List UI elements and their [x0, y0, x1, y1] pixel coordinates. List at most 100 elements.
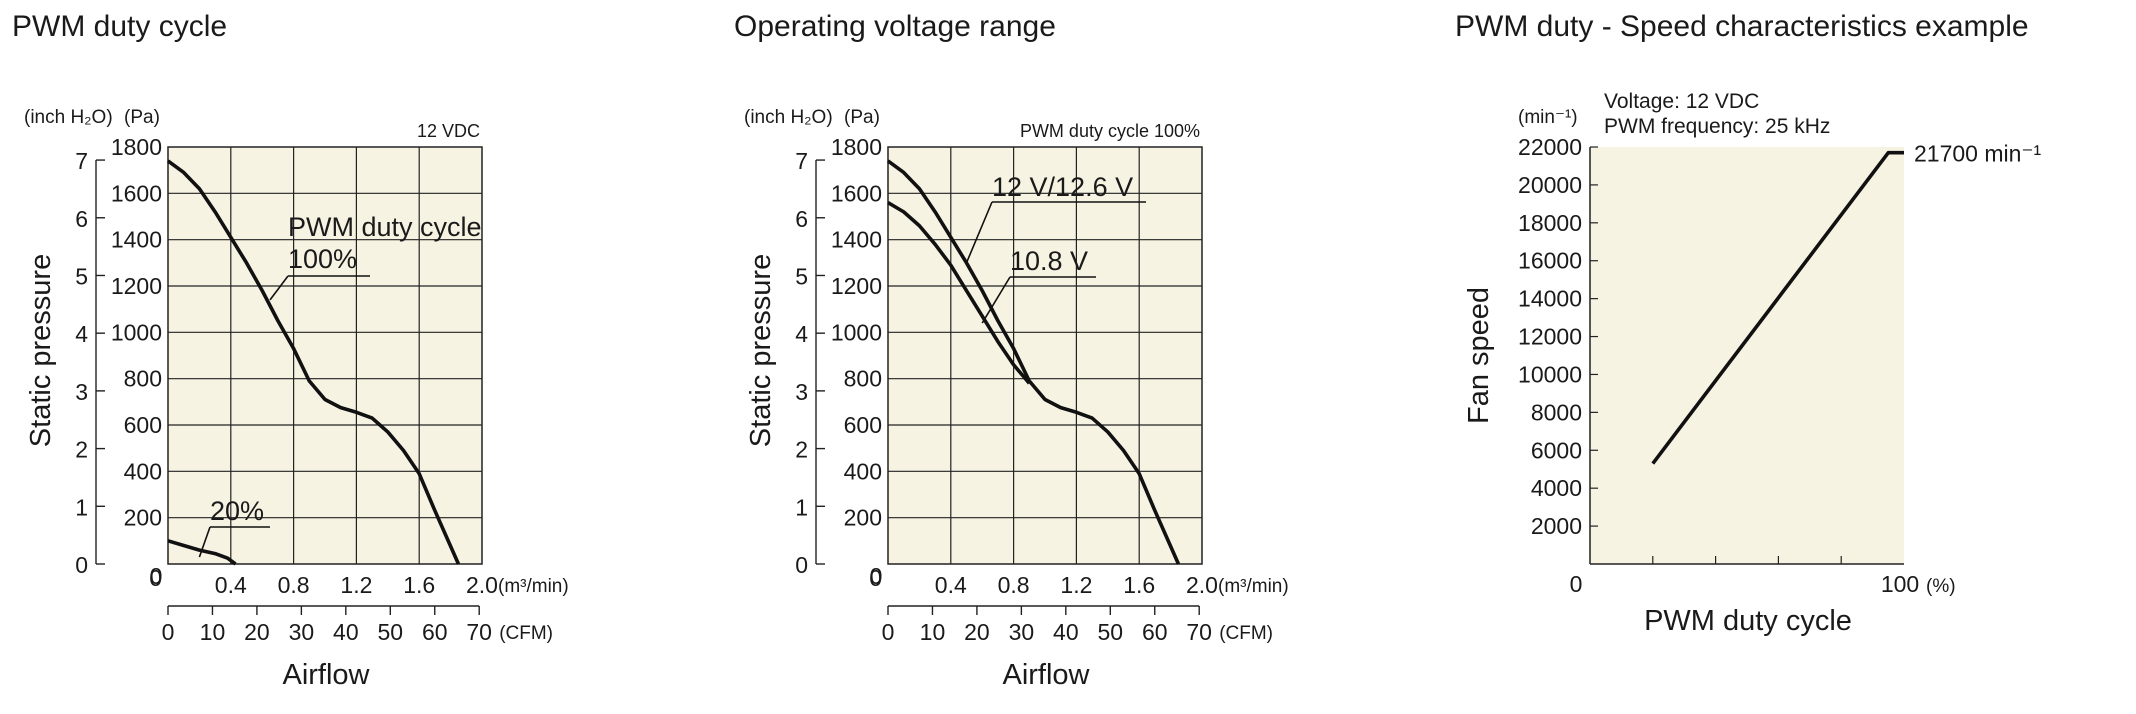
y2-tick-label: 1 — [795, 494, 808, 520]
x2-tick-label: 70 — [466, 619, 492, 645]
x-tick-label: 100 — [1881, 571, 1919, 597]
y-tick-label: 1200 — [831, 273, 882, 299]
y-axis-title: Fan speed — [1463, 287, 1495, 424]
y-tick-label: 12000 — [1518, 324, 1582, 350]
x2-tick-label: 50 — [377, 619, 403, 645]
y-tick-label: 1800 — [831, 134, 882, 160]
y2-tick-label: 6 — [75, 206, 88, 232]
panel-title-operating-voltage-range: Operating voltage range — [734, 10, 1056, 43]
x-tick-label: 1.2 — [340, 572, 372, 598]
y-tick-label: 22000 — [1518, 134, 1582, 160]
y2-tick-label: 0 — [795, 552, 808, 578]
y2-tick-label: 1 — [75, 494, 88, 520]
y-tick-label: 14000 — [1518, 286, 1582, 312]
y2-tick-label: 0 — [75, 552, 88, 578]
chart-0: 2004006008001000120014001600180000123456… — [24, 107, 569, 691]
x-tick-label: 0.8 — [278, 572, 310, 598]
x-tick-label: 0 — [870, 563, 883, 589]
y-tick-label: 4000 — [1531, 475, 1582, 501]
y-tick-label: 1000 — [111, 319, 162, 345]
chart-annotation: Voltage: 12 VDC — [1604, 90, 1759, 113]
y2-tick-label: 3 — [75, 379, 88, 405]
series-label: 20% — [210, 496, 264, 526]
y-tick-label: 1000 — [831, 319, 882, 345]
y2-unit-label: (inch H₂O) — [744, 107, 833, 128]
y-tick-label: 2000 — [1531, 513, 1582, 539]
y-tick-label: 200 — [844, 505, 882, 531]
x2-tick-label: 10 — [200, 619, 226, 645]
chart-annotation: PWM frequency: 25 kHz — [1604, 115, 1830, 138]
y-tick-label: 400 — [124, 458, 162, 484]
y2-tick-label: 7 — [75, 148, 88, 174]
plot-frame — [167, 146, 483, 565]
x-axis-title: PWM duty cycle — [1644, 605, 1852, 637]
y2-tick-label: 2 — [75, 437, 88, 463]
x-tick-label: 2.0 — [1186, 572, 1218, 598]
x-tick-label: 0 — [1570, 571, 1583, 597]
x2-tick-label: 0 — [882, 619, 895, 645]
y2-tick-label: 6 — [795, 206, 808, 232]
x2-tick-label: 20 — [964, 619, 990, 645]
y-tick-label: 18000 — [1518, 210, 1582, 236]
x2-tick-label: 70 — [1186, 619, 1212, 645]
x-tick-label: 0 — [150, 563, 163, 589]
chart-note: PWM duty cycle 100% — [1020, 121, 1200, 141]
series-label: 12 V/12.6 V — [992, 172, 1133, 202]
plot-area — [1590, 147, 1904, 564]
y2-tick-label: 7 — [795, 148, 808, 174]
y2-tick-label: 3 — [795, 379, 808, 405]
y-tick-label: 1200 — [111, 273, 162, 299]
end-value-label: 21700 min⁻¹ — [1914, 141, 2042, 167]
x-tick-label: 0.8 — [998, 572, 1030, 598]
y-tick-label: 800 — [124, 366, 162, 392]
x2-unit-label: (CFM) — [1219, 623, 1273, 644]
y-tick-label: 10000 — [1518, 361, 1582, 387]
y2-tick-label: 2 — [795, 437, 808, 463]
x-unit-label: (m³/min) — [498, 576, 569, 597]
x2-tick-label: 20 — [244, 619, 270, 645]
series-label: PWM duty cycle — [288, 212, 482, 242]
y-tick-label: 0 — [869, 565, 882, 591]
callout-leader — [965, 201, 993, 264]
series-label: 10.8 V — [1010, 246, 1088, 276]
chart-1: 2004006008001000120014001600180000123456… — [744, 107, 1289, 691]
x2-tick-label: 10 — [920, 619, 946, 645]
y-unit-label: (Pa) — [844, 107, 880, 128]
x-tick-label: 2.0 — [466, 572, 498, 598]
panel-title-pwm-duty-cycle: PWM duty cycle — [12, 10, 228, 43]
plot-frame — [887, 146, 1203, 565]
y-tick-label: 20000 — [1518, 172, 1582, 198]
y2-tick-label: 5 — [75, 263, 88, 289]
x2-tick-label: 30 — [289, 619, 315, 645]
y-tick-label: 1800 — [111, 134, 162, 160]
y-tick-label: 400 — [844, 458, 882, 484]
y2-tick-label: 4 — [75, 321, 88, 347]
series-line — [887, 201, 1031, 385]
y-tick-label: 6000 — [1531, 437, 1582, 463]
x-tick-label: 0.4 — [935, 572, 967, 598]
x2-tick-label: 40 — [1053, 619, 1079, 645]
chart-note: 12 VDC — [417, 121, 480, 141]
callout-leader — [269, 275, 289, 301]
x-tick-label: 0.4 — [215, 572, 247, 598]
y-tick-label: 1600 — [111, 180, 162, 206]
y-axis-title: Static pressure — [745, 254, 777, 447]
x-axis-title: Airflow — [282, 659, 370, 691]
y-tick-label: 600 — [124, 412, 162, 438]
series-line — [166, 159, 461, 565]
series-label: 100% — [288, 244, 357, 274]
x2-tick-label: 30 — [1009, 619, 1035, 645]
y2-tick-label: 4 — [795, 321, 808, 347]
y-unit-label: (Pa) — [124, 107, 160, 128]
chart-2: 2000 4000 6000 8000 10000 12000 14000 16000 1800… — [1463, 90, 2042, 637]
y2-tick-label: 5 — [795, 263, 808, 289]
series-line — [167, 539, 237, 566]
y-tick-label: 1600 — [831, 180, 882, 206]
x2-tick-label: 40 — [333, 619, 359, 645]
y-unit-label: (min⁻¹) — [1518, 107, 1578, 128]
y-tick-label: 16000 — [1518, 248, 1582, 274]
x-axis-title: Airflow — [1002, 659, 1090, 691]
callout-leader — [981, 276, 1011, 324]
y-axis-title: Static pressure — [25, 254, 57, 447]
